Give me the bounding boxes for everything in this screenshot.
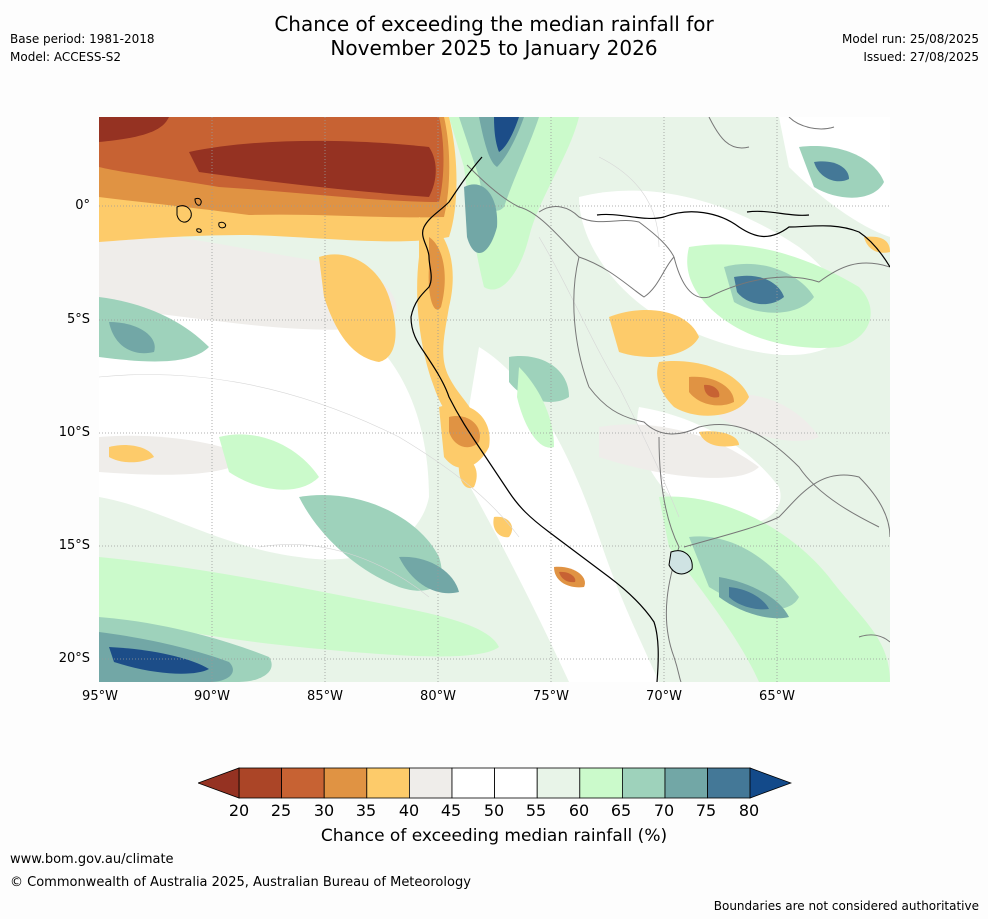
colour-bar-cell bbox=[281, 767, 325, 799]
boundary-disclaimer: Boundaries are not considered authoritat… bbox=[713, 899, 979, 913]
colour-bar-low-arrow bbox=[198, 767, 240, 799]
colour-bar-tick: 50 bbox=[483, 801, 505, 820]
page-title: Chance of exceeding the median rainfall … bbox=[0, 12, 988, 60]
colour-bar-tick: 80 bbox=[738, 801, 760, 820]
title-line-2: November 2025 to January 2026 bbox=[330, 36, 658, 60]
lon-label-65w: 65°W bbox=[759, 689, 795, 704]
website-link[interactable]: www.bom.gov.au/climate bbox=[10, 852, 174, 867]
colour-bar-tick: 40 bbox=[398, 801, 420, 820]
issued-date: Issued: 27/08/2025 bbox=[863, 50, 979, 64]
model-name: Model: ACCESS-S2 bbox=[10, 50, 122, 64]
title-line-1: Chance of exceeding the median rainfall … bbox=[274, 12, 714, 36]
lat-label-15s: 15°S bbox=[58, 538, 90, 553]
colour-bar-high-arrow bbox=[749, 767, 792, 799]
colour-bar-cell bbox=[323, 767, 368, 799]
colour-bar-tick: 20 bbox=[228, 801, 250, 820]
colour-bar-cell bbox=[536, 767, 581, 799]
model-run: Model run: 25/08/2025 bbox=[841, 32, 979, 46]
lat-label-0: 0° bbox=[75, 198, 90, 213]
colour-bar-cell bbox=[408, 767, 453, 799]
colour-bar-tick: 45 bbox=[440, 801, 462, 820]
colour-bar-tick: 25 bbox=[270, 801, 292, 820]
colour-bar-label: Chance of exceeding median rainfall (%) bbox=[320, 826, 668, 846]
colour-bar-tick: 70 bbox=[653, 801, 675, 820]
lat-label-5s: 5°S bbox=[66, 312, 90, 327]
lon-label-75w: 75°W bbox=[533, 689, 569, 704]
meta-left: Base period: 1981-2018 Model: ACCESS-S2 bbox=[10, 30, 155, 66]
lon-label-95w: 95°W bbox=[82, 689, 118, 704]
lon-label-70w: 70°W bbox=[646, 689, 682, 704]
colour-bar-cell bbox=[366, 767, 410, 799]
rainfall-map bbox=[99, 117, 890, 682]
colour-bar-cell bbox=[664, 767, 708, 799]
colour-bar-cell bbox=[621, 767, 666, 799]
lat-label-20s: 20°S bbox=[58, 651, 90, 666]
colour-bar-tick: 65 bbox=[610, 801, 632, 820]
rainfall-map-svg bbox=[99, 117, 890, 682]
colour-bar-cell bbox=[451, 767, 495, 799]
lon-label-80w: 80°W bbox=[420, 689, 456, 704]
colour-bar-tick: 35 bbox=[355, 801, 377, 820]
lat-label-10s: 10°S bbox=[58, 425, 90, 440]
colour-bar-cell bbox=[707, 767, 751, 799]
copyright-notice: © Commonwealth of Australia 2025, Austra… bbox=[10, 875, 471, 890]
colour-bar-tick: 75 bbox=[695, 801, 717, 820]
lon-label-85w: 85°W bbox=[307, 689, 343, 704]
colour-bar-cell bbox=[494, 767, 538, 799]
colour-bar-cell bbox=[579, 767, 623, 799]
colour-bar-tick: 30 bbox=[313, 801, 335, 820]
colour-bar-tick: 60 bbox=[568, 801, 590, 820]
lon-label-90w: 90°W bbox=[194, 689, 230, 704]
colour-bar bbox=[198, 767, 792, 799]
base-period: Base period: 1981-2018 bbox=[10, 32, 155, 46]
meta-right: Model run: 25/08/2025 Issued: 27/08/2025 bbox=[842, 30, 979, 66]
colour-bar-tick: 55 bbox=[525, 801, 547, 820]
colour-bar-cell bbox=[238, 767, 282, 799]
